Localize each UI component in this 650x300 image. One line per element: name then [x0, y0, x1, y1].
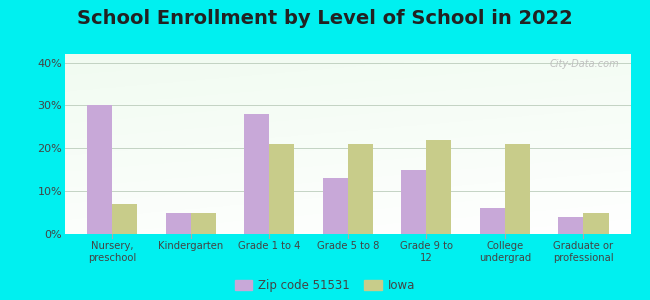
Legend: Zip code 51531, Iowa: Zip code 51531, Iowa: [233, 276, 417, 294]
Bar: [190, 213, 216, 234]
Bar: [426, 140, 452, 234]
Bar: [112, 204, 137, 234]
Bar: [401, 170, 426, 234]
Text: School Enrollment by Level of School in 2022: School Enrollment by Level of School in …: [77, 9, 573, 28]
Bar: [558, 217, 584, 234]
Bar: [322, 178, 348, 234]
Bar: [584, 213, 608, 234]
Bar: [348, 144, 373, 234]
Bar: [480, 208, 505, 234]
Text: City-Data.com: City-Data.com: [549, 59, 619, 69]
Bar: [166, 213, 190, 234]
Bar: [505, 144, 530, 234]
Bar: [244, 114, 269, 234]
Bar: [87, 105, 112, 234]
Bar: [269, 144, 294, 234]
